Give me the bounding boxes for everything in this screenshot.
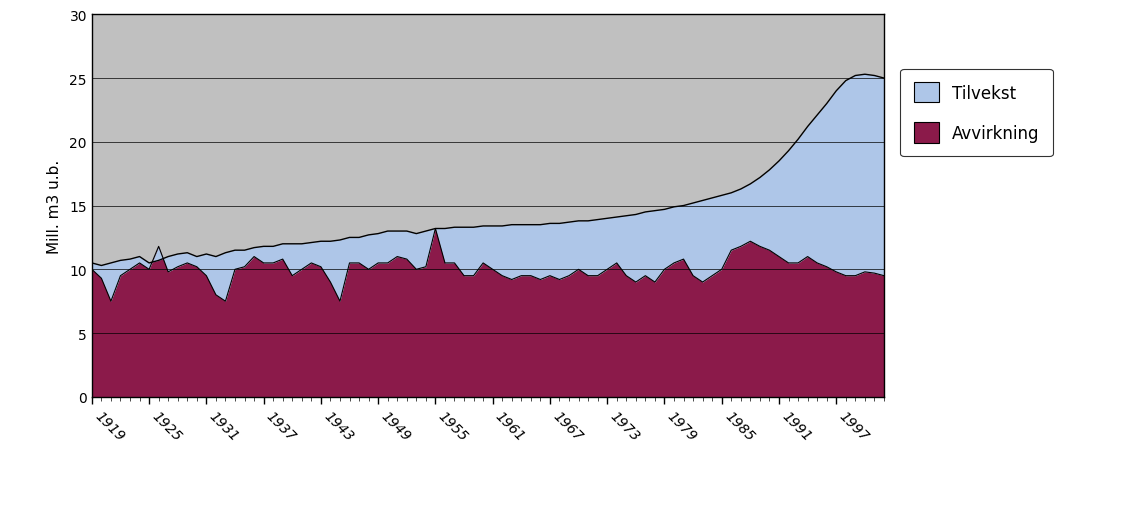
Y-axis label: Mill. m3 u.b.: Mill. m3 u.b. [47, 159, 62, 253]
Legend: Tilvekst, Avvirkning: Tilvekst, Avvirkning [900, 69, 1053, 157]
